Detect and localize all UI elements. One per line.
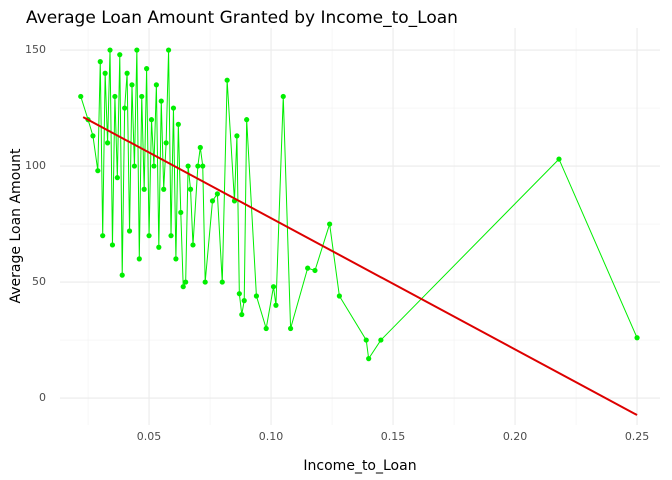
data-point xyxy=(165,47,172,53)
y-axis-title: Average Loan Amount xyxy=(8,148,24,303)
data-point xyxy=(270,284,277,290)
data-point xyxy=(244,117,250,123)
data-point xyxy=(158,98,164,104)
x-axis-title: Income_to_Loan xyxy=(303,458,416,474)
data-point xyxy=(202,279,208,285)
data-point xyxy=(378,337,384,343)
data-point xyxy=(100,233,106,239)
data-point xyxy=(219,279,225,285)
data-point xyxy=(187,186,194,192)
x-tick-label: 0.25 xyxy=(625,430,650,443)
data-point xyxy=(131,163,138,169)
y-tick-label: 50 xyxy=(32,275,46,288)
plot-area xyxy=(78,47,640,416)
data-point xyxy=(151,163,157,169)
data-point xyxy=(114,175,120,181)
x-tick-label: 0.20 xyxy=(503,430,528,443)
data-point xyxy=(236,291,242,297)
y-tick-label: 0 xyxy=(39,391,46,404)
data-point xyxy=(104,140,111,146)
data-point xyxy=(102,70,108,76)
data-point xyxy=(224,77,230,83)
series-line xyxy=(82,116,638,416)
data-point xyxy=(327,221,333,227)
x-tick-label: 0.10 xyxy=(259,430,284,443)
data-point xyxy=(287,325,294,332)
data-point xyxy=(168,233,174,239)
data-point xyxy=(136,256,142,262)
data-point xyxy=(263,325,269,332)
data-point xyxy=(112,93,118,100)
data-point xyxy=(78,93,84,100)
data-point xyxy=(109,242,116,248)
data-point xyxy=(90,133,96,139)
data-point xyxy=(234,133,240,139)
data-point xyxy=(153,82,159,88)
data-point xyxy=(117,52,123,58)
data-point xyxy=(124,70,130,76)
data-point xyxy=(241,298,247,304)
data-point xyxy=(170,105,177,111)
grid xyxy=(60,28,660,425)
data-point xyxy=(200,163,206,169)
data-point xyxy=(195,163,201,169)
data-point xyxy=(190,242,196,248)
data-point xyxy=(107,47,113,53)
data-point xyxy=(119,272,125,278)
y-tick-label: 100 xyxy=(25,159,46,172)
data-point xyxy=(366,356,372,362)
data-point xyxy=(163,140,169,146)
data-point xyxy=(173,256,179,262)
data-point xyxy=(129,82,135,88)
data-point xyxy=(556,156,562,162)
data-point xyxy=(146,233,152,239)
data-point xyxy=(183,279,189,285)
data-point xyxy=(156,244,162,250)
y-tick-label: 150 xyxy=(25,43,46,56)
data-point xyxy=(180,284,186,290)
data-point xyxy=(144,66,150,72)
data-point xyxy=(273,302,279,308)
data-point xyxy=(197,144,203,151)
data-point xyxy=(141,186,147,192)
data-point xyxy=(95,168,101,174)
data-point xyxy=(634,335,640,341)
data-point xyxy=(97,59,103,65)
data-point xyxy=(178,209,184,216)
data-point xyxy=(253,293,260,299)
data-point xyxy=(239,311,245,318)
data-point xyxy=(126,228,133,234)
data-point xyxy=(280,93,286,100)
data-point xyxy=(139,93,145,100)
data-point xyxy=(161,186,167,192)
data-point xyxy=(148,117,155,123)
chart-title: Average Loan Amount Granted by Income_to… xyxy=(26,8,458,28)
data-point xyxy=(363,337,369,343)
series-line xyxy=(80,50,638,361)
x-tick-label: 0.15 xyxy=(381,430,406,443)
data-point xyxy=(185,163,191,169)
data-point xyxy=(305,265,311,271)
data-point xyxy=(134,47,140,53)
data-point xyxy=(214,191,220,197)
data-point xyxy=(336,293,342,299)
data-point xyxy=(175,121,181,127)
data-point xyxy=(209,198,216,204)
x-tick-label: 0.05 xyxy=(137,430,162,443)
data-point xyxy=(122,105,128,111)
data-point xyxy=(312,267,318,274)
